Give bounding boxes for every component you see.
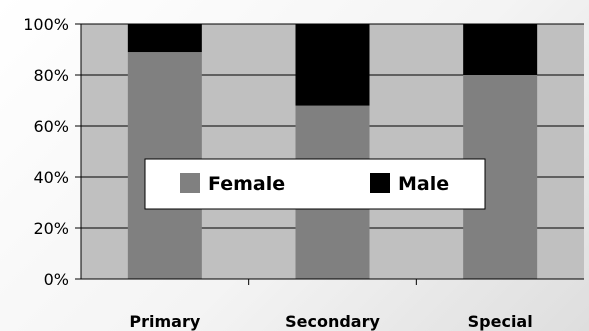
bar-male-secondary [295, 24, 370, 106]
legend-swatch-female [180, 173, 200, 193]
y-tick-labels: 0% 20% 40% 60% 80% 100% [23, 15, 69, 289]
y-tick-label: 20% [33, 219, 69, 238]
legend-box [144, 158, 486, 210]
x-category-label: Primary [129, 312, 200, 331]
x-category-label: Special [468, 312, 533, 331]
legend-swatch-male [370, 173, 390, 193]
legend-label-female: Female [208, 173, 285, 195]
bars [127, 24, 538, 279]
y-tick-label: 100% [23, 15, 69, 34]
legend-label-male: Male [398, 173, 449, 195]
axes [75, 23, 584, 285]
bar-male-primary [127, 24, 202, 53]
y-tick-label: 0% [44, 270, 69, 289]
y-tick-label: 80% [33, 66, 69, 85]
legend: Female Male [144, 158, 486, 210]
x-category-label: Secondary [285, 312, 380, 331]
y-tick-label: 40% [33, 168, 69, 187]
bar-male-special [463, 24, 538, 75]
y-tick-label: 60% [33, 117, 69, 136]
x-category-labels: Primary Secondary Special [129, 312, 532, 331]
